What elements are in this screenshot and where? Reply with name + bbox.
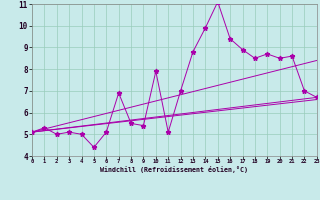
X-axis label: Windchill (Refroidissement éolien,°C): Windchill (Refroidissement éolien,°C) xyxy=(100,166,248,173)
